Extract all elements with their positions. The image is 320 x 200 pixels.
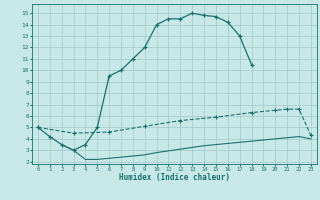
- X-axis label: Humidex (Indice chaleur): Humidex (Indice chaleur): [119, 173, 230, 182]
